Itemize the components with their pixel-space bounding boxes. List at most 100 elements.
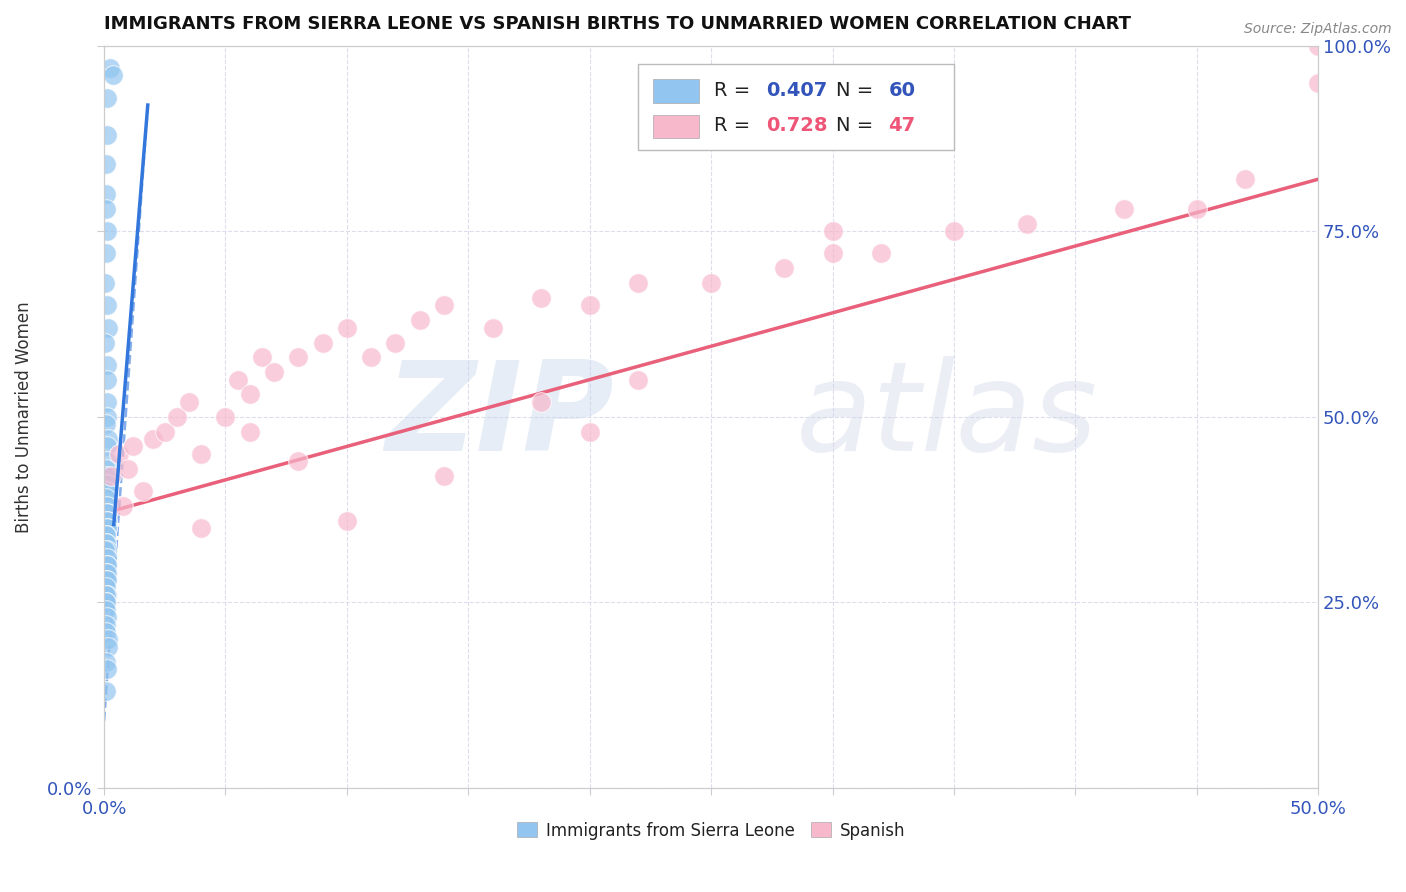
- Point: [132, 483, 155, 498]
- Point: [627, 276, 650, 290]
- Point: [96, 550, 118, 565]
- Point: [96, 662, 118, 676]
- Point: [336, 320, 359, 334]
- Point: [96, 483, 118, 498]
- Point: [97, 320, 120, 334]
- Point: [287, 351, 309, 365]
- Point: [96, 358, 118, 372]
- Point: [96, 224, 118, 238]
- Point: [96, 566, 118, 580]
- Point: [94, 603, 117, 617]
- Point: [1185, 202, 1208, 216]
- Text: 0.728: 0.728: [766, 116, 827, 135]
- FancyBboxPatch shape: [638, 64, 953, 150]
- Point: [96, 624, 118, 639]
- Point: [94, 246, 117, 260]
- Y-axis label: Births to Unmarried Women: Births to Unmarried Women: [15, 301, 32, 533]
- Point: [384, 335, 406, 350]
- Point: [96, 476, 118, 491]
- Point: [97, 640, 120, 654]
- Point: [94, 573, 117, 587]
- Point: [153, 425, 176, 439]
- Point: [122, 439, 145, 453]
- Text: R =: R =: [713, 116, 756, 135]
- Point: [627, 373, 650, 387]
- Legend: Immigrants from Sierra Leone, Spanish: Immigrants from Sierra Leone, Spanish: [510, 815, 911, 847]
- Text: Source: ZipAtlas.com: Source: ZipAtlas.com: [1244, 22, 1392, 37]
- Text: 47: 47: [889, 116, 915, 135]
- Point: [1308, 76, 1330, 90]
- Point: [530, 291, 553, 305]
- Text: atlas: atlas: [796, 356, 1098, 477]
- Point: [96, 595, 118, 609]
- Bar: [652, 79, 699, 103]
- Point: [360, 351, 382, 365]
- Point: [409, 313, 432, 327]
- Point: [578, 425, 600, 439]
- Point: [94, 588, 117, 602]
- Point: [433, 298, 456, 312]
- Point: [101, 68, 124, 82]
- Point: [96, 90, 118, 104]
- Text: R =: R =: [713, 80, 756, 100]
- Point: [142, 432, 165, 446]
- Point: [1112, 202, 1135, 216]
- Point: [96, 543, 118, 558]
- Point: [96, 573, 118, 587]
- Point: [96, 499, 118, 513]
- Point: [1308, 38, 1330, 53]
- Point: [481, 320, 503, 334]
- Point: [94, 617, 117, 632]
- Point: [433, 469, 456, 483]
- Point: [942, 224, 965, 238]
- Point: [96, 588, 118, 602]
- Point: [190, 447, 212, 461]
- Point: [773, 261, 796, 276]
- Point: [96, 469, 118, 483]
- Point: [94, 566, 117, 580]
- Text: ZIP: ZIP: [385, 356, 614, 477]
- Point: [177, 395, 200, 409]
- Point: [94, 581, 117, 595]
- Point: [190, 521, 212, 535]
- Point: [870, 246, 893, 260]
- Point: [250, 351, 273, 365]
- Point: [100, 469, 122, 483]
- Point: [96, 298, 118, 312]
- Point: [96, 610, 118, 624]
- Point: [94, 276, 117, 290]
- Point: [96, 521, 118, 535]
- Text: 60: 60: [889, 80, 915, 100]
- Point: [94, 684, 117, 698]
- Point: [311, 335, 333, 350]
- Point: [96, 514, 118, 528]
- Point: [530, 395, 553, 409]
- Text: IMMIGRANTS FROM SIERRA LEONE VS SPANISH BIRTHS TO UNMARRIED WOMEN CORRELATION CH: IMMIGRANTS FROM SIERRA LEONE VS SPANISH …: [104, 15, 1130, 33]
- Point: [263, 365, 285, 379]
- Point: [94, 202, 117, 216]
- Point: [821, 246, 844, 260]
- Point: [94, 528, 117, 542]
- Point: [166, 409, 188, 424]
- Point: [96, 432, 118, 446]
- Point: [94, 461, 117, 475]
- Text: 0.407: 0.407: [766, 80, 827, 100]
- Point: [96, 558, 118, 573]
- Text: N =: N =: [837, 80, 880, 100]
- Point: [96, 521, 118, 535]
- Text: N =: N =: [837, 116, 880, 135]
- Point: [117, 461, 139, 475]
- Point: [94, 187, 117, 202]
- Point: [1015, 217, 1038, 231]
- Point: [700, 276, 723, 290]
- Point: [239, 387, 262, 401]
- Point: [239, 425, 262, 439]
- Point: [94, 417, 117, 432]
- Point: [821, 224, 844, 238]
- Point: [336, 514, 359, 528]
- Point: [1234, 172, 1257, 186]
- Point: [94, 528, 117, 542]
- Point: [96, 157, 118, 171]
- Point: [578, 298, 600, 312]
- Point: [94, 595, 117, 609]
